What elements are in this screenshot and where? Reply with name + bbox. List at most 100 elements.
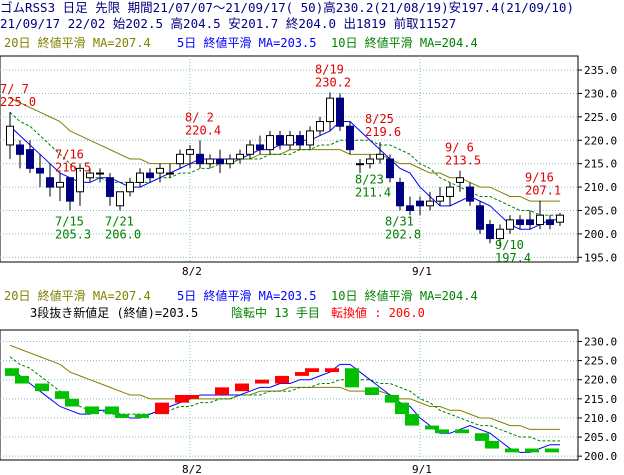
- candle-body: [246, 144, 254, 155]
- header-line2: 21/09/17 22/02 始202.5 高204.5 安201.7 終204…: [0, 16, 457, 31]
- legend-kagi-reversal: 転換値 : 206.0: [331, 305, 425, 320]
- candle-body: [26, 149, 34, 169]
- annotation-date: 7/21: [105, 215, 134, 229]
- block-down: [135, 414, 149, 418]
- y-tick-label: 200.0: [584, 450, 617, 463]
- candle-body: [36, 167, 44, 174]
- chart-header-ohlc: 21/09/17 22/02 始202.5 高204.5 安201.7 終204…: [0, 16, 624, 32]
- candle-body: [236, 153, 244, 160]
- block-up: [275, 375, 289, 384]
- annotation-price: 202.8: [385, 228, 421, 242]
- x-tick-label: 9/1: [412, 463, 432, 475]
- block-down: [15, 375, 29, 384]
- block-down: [485, 440, 499, 449]
- block-up: [295, 372, 309, 376]
- block-up: [325, 368, 339, 373]
- candle-body: [146, 172, 154, 179]
- header-line1: ゴムRSS3 日足 先限 期間21/07/07～21/09/17( 50)高23…: [0, 0, 574, 15]
- candle-body: [306, 130, 314, 146]
- block-down: [475, 433, 489, 441]
- annotation-price: 230.2: [315, 76, 351, 90]
- y-tick-label: 210.0: [584, 412, 617, 425]
- ma20-line: [9, 97, 560, 202]
- annotation-date: 7/16: [55, 148, 84, 162]
- annotation-price: 220.4: [185, 123, 221, 137]
- y-tick-label: 210.0: [584, 181, 617, 194]
- candle-body: [396, 181, 404, 207]
- candle-body: [56, 181, 64, 188]
- annotation-date: 8/31: [385, 215, 414, 229]
- candle-body: [386, 158, 394, 179]
- candle-body: [356, 163, 364, 166]
- candle-body: [446, 186, 454, 197]
- candle-body: [326, 97, 334, 123]
- candle-body: [6, 125, 14, 146]
- annotation-price: 206.0: [105, 228, 141, 242]
- candle-body: [256, 144, 264, 151]
- block-down: [35, 383, 49, 392]
- legend-kagi-line: 3段抜き新値足 (終値)=203.5: [30, 305, 198, 320]
- candle-body: [526, 219, 534, 226]
- block-down: [365, 387, 379, 395]
- candle-body: [366, 158, 374, 165]
- candle-body: [296, 135, 304, 146]
- candle-body: [106, 177, 114, 197]
- y-tick-label: 200.0: [584, 228, 617, 241]
- candle-body: [186, 149, 194, 155]
- block-up: [235, 383, 249, 392]
- x-tick-label: 8/2: [182, 463, 202, 475]
- candle-body: [226, 158, 234, 165]
- candle-body: [426, 200, 434, 207]
- annotation-date: 8/25: [365, 112, 394, 126]
- legend-ma10: 10日 終値平滑 MA=204.4: [331, 35, 478, 50]
- candle-body: [196, 153, 204, 165]
- candle-body: [546, 219, 554, 226]
- candle-body: [76, 167, 84, 193]
- candle-body: [376, 153, 384, 160]
- block-up: [185, 395, 199, 399]
- plot-frame: [0, 55, 579, 263]
- candle-body: [16, 144, 24, 155]
- block-down: [385, 395, 399, 403]
- block-down: [395, 402, 409, 415]
- candle-body: [176, 153, 184, 165]
- annotation-date: 8/ 2: [185, 110, 214, 124]
- block-up: [255, 379, 269, 384]
- annotation-date: 8/23: [355, 172, 384, 186]
- x-tick-label: 8/2: [182, 265, 202, 278]
- y-tick-label: 235.0: [584, 64, 617, 77]
- block-down: [85, 406, 99, 415]
- candle-body: [496, 228, 504, 240]
- candle-body: [156, 167, 164, 174]
- block-down: [545, 448, 559, 453]
- annotation-date: 9/16: [525, 171, 554, 185]
- annotation-price: 213.5: [445, 154, 481, 168]
- candle-body: [46, 177, 54, 188]
- candle-body: [346, 125, 354, 151]
- legend2-ma20: 20日 終値平滑 MA=207.4: [4, 288, 151, 303]
- ma10-line: [9, 356, 560, 442]
- block-down: [65, 398, 79, 407]
- annotation-price: 219.6: [365, 125, 401, 139]
- annotation-price: 205.3: [55, 228, 91, 242]
- block-down: [455, 429, 469, 434]
- legend-ma5: 5日 終値平滑 MA=203.5: [177, 35, 316, 50]
- annotation-date: 7/ 7: [0, 82, 29, 96]
- block-down: [105, 406, 119, 415]
- block-down: [345, 368, 359, 388]
- candle-body: [266, 135, 274, 151]
- block-up: [175, 395, 189, 403]
- candle-body: [486, 224, 494, 240]
- y-tick-label: 220.0: [584, 374, 617, 387]
- candle-body: [536, 214, 544, 226]
- x-tick-label: 9/1: [412, 265, 432, 278]
- candle-body: [466, 186, 474, 202]
- candle-body: [126, 181, 134, 193]
- annotation-date: 8/19: [315, 63, 344, 77]
- y-tick-label: 215.0: [584, 393, 617, 406]
- candle-body: [116, 191, 124, 207]
- annotation-price: 207.1: [525, 184, 561, 198]
- candle-body: [316, 121, 324, 132]
- block-down: [435, 429, 449, 434]
